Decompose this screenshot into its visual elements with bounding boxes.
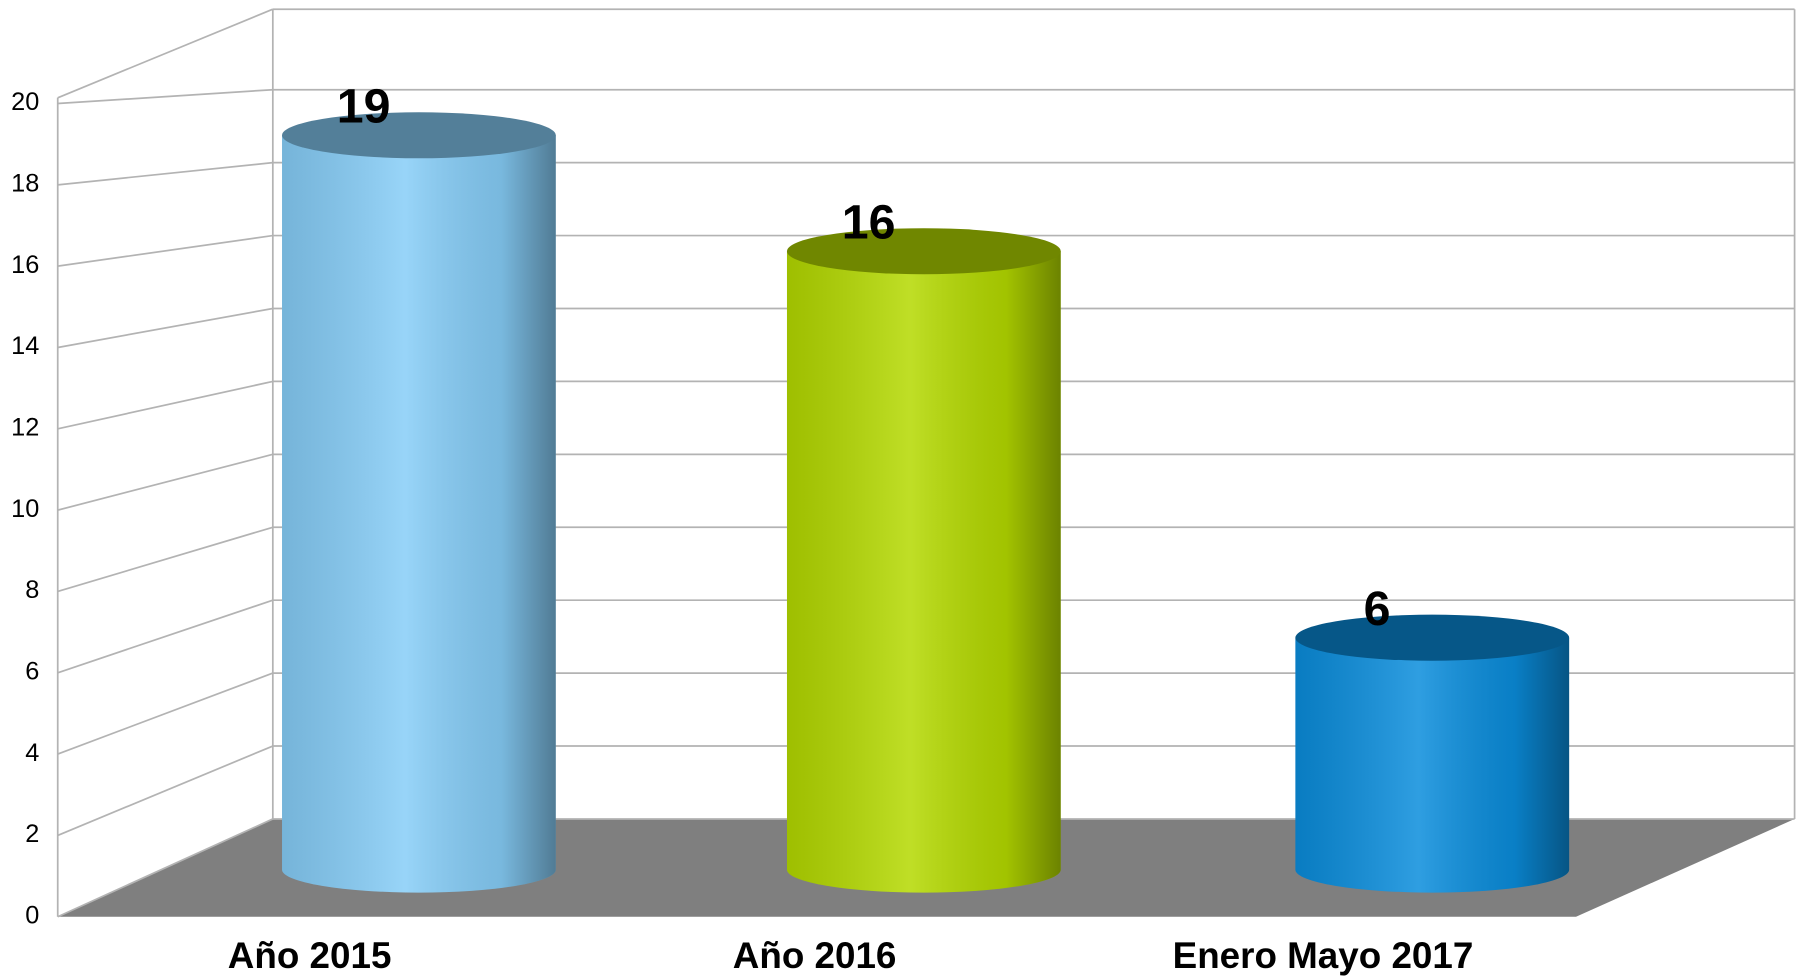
y-tick-label: 6 xyxy=(25,657,39,685)
y-tick-label: 0 xyxy=(25,901,39,929)
y-tick-label: 2 xyxy=(25,820,39,848)
y-tick-label: 8 xyxy=(25,576,39,604)
grid-line xyxy=(57,380,274,430)
grid-line xyxy=(57,88,273,105)
data-label: 6 xyxy=(1364,582,1391,636)
y-tick-label: 18 xyxy=(11,170,39,198)
cylinder-shade xyxy=(282,135,556,893)
cylinder-top xyxy=(282,112,556,159)
grid-line xyxy=(57,526,274,593)
wall-top xyxy=(57,8,274,99)
y-tick-label: 20 xyxy=(11,88,39,116)
data-label: 16 xyxy=(842,196,896,250)
grid-line xyxy=(57,599,274,674)
cylinder xyxy=(1295,614,1570,893)
y-tick-label: 16 xyxy=(11,251,39,279)
cylinder-shade xyxy=(786,251,1061,893)
cylinder-shade xyxy=(1295,637,1570,893)
grid-line xyxy=(57,745,274,837)
x-tick-label: Año 2015 xyxy=(228,935,392,976)
grid-line xyxy=(57,307,273,349)
cylinder-top xyxy=(786,228,1061,275)
x-tick-label: Enero Mayo 2017 xyxy=(1173,935,1474,976)
cylinder-top xyxy=(1295,614,1570,661)
grid-line xyxy=(57,453,274,511)
x-tick-label: Año 2016 xyxy=(733,935,897,976)
y-tick-label: 12 xyxy=(11,413,39,441)
y-tick-label: 4 xyxy=(25,739,39,767)
y-tick-label: 10 xyxy=(11,495,39,523)
data-label: 19 xyxy=(337,80,391,134)
y-tick-label: 14 xyxy=(11,332,39,360)
cylinder xyxy=(282,112,556,893)
grid-line xyxy=(57,818,274,918)
grid-line xyxy=(57,234,273,268)
grid-line xyxy=(57,161,273,186)
grid-line xyxy=(57,672,274,755)
cylinder xyxy=(786,228,1061,893)
